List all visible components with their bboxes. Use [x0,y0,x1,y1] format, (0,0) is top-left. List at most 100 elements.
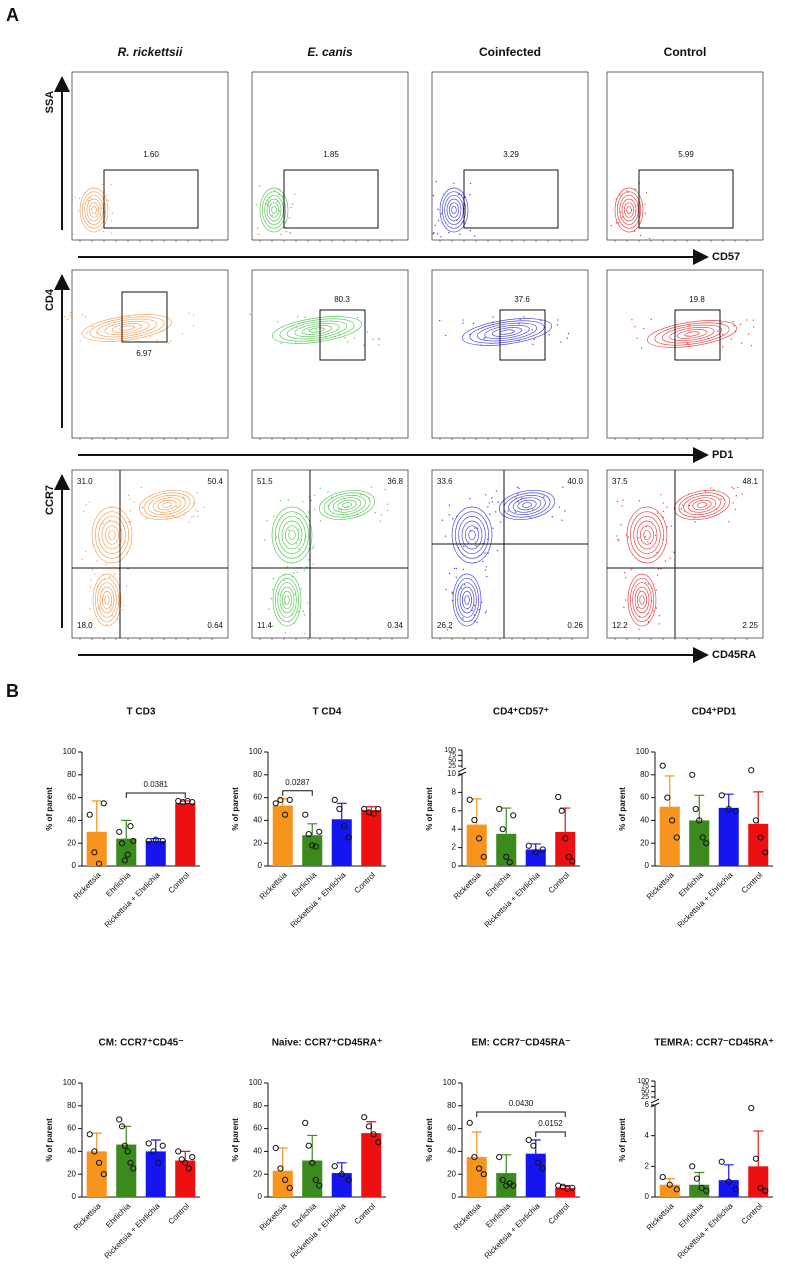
gate [283,169,379,229]
y-tick-label: 6 [645,1100,650,1109]
event-dot [87,330,89,332]
event-dot [267,204,270,207]
x-tick-label: Control [353,870,378,895]
y-axis-label: % of parent [618,787,627,831]
contour [512,497,542,513]
gate-value: 37.6 [514,295,530,304]
event-dot [293,572,295,574]
event-dot [278,194,280,196]
contour [288,529,296,541]
event-dot [473,614,476,616]
event-dot [452,518,454,520]
event-dot [145,518,147,520]
data-point [503,853,510,860]
event-dot [615,198,618,200]
x-tick-label: Control [740,870,765,895]
event-dot [109,608,111,610]
event-dot [722,333,724,336]
data-point [475,1165,483,1172]
x-tick-label: Rickettsia + Ehrlichia [289,1201,348,1260]
contour [272,316,362,344]
data-point [100,1171,107,1178]
event-dot [299,539,301,541]
contour [619,194,639,226]
bar [361,1133,382,1197]
event-dot [615,222,618,224]
event-dot [297,316,299,318]
contour [451,506,493,564]
event-dot [610,224,612,227]
event-dot [275,536,278,539]
event-dot [356,513,359,516]
contour [462,318,552,346]
data-point [316,828,323,835]
event-dot [451,599,454,602]
contour [342,502,352,508]
y-tick-label: 8 [452,788,457,797]
data-point [365,1123,373,1130]
data-point [703,1187,710,1194]
event-dot [491,501,494,503]
panel-label: A [6,5,19,25]
y-tick-label: 20 [253,1169,262,1178]
event-dot [293,622,296,624]
event-dot [276,321,279,323]
data-point [530,1142,537,1149]
error-bar [150,838,161,841]
event-dot [269,196,271,199]
data-point [370,1131,377,1138]
y-tick-label: 6 [452,806,457,815]
contour [279,586,295,614]
data-point [732,808,739,815]
event-dot [497,501,499,503]
bar [145,1151,166,1197]
contour [503,492,551,518]
event-dot [486,575,488,578]
y-tick-label: 50 [641,1089,649,1096]
event-dot [266,203,268,205]
contour [626,506,668,564]
event-dot [122,609,124,611]
contour [89,316,165,340]
chart-title: CM: CCR7⁺CD45⁻ [98,1038,183,1049]
event-dot [167,342,170,344]
event-dot [618,539,620,542]
x-tick-label: Rickettsia [645,870,676,901]
data-point [305,1142,312,1149]
event-dot [462,319,464,321]
gate [103,169,199,229]
y-axis-label: % of parent [45,787,54,831]
event-dot [108,519,111,522]
gate-value: 1.60 [143,150,159,159]
event-dot [634,188,636,190]
data-point [159,1142,166,1149]
gate-value: 51.5 [257,477,273,486]
event-dot [113,526,116,528]
y-tick-label: 60 [67,1124,76,1133]
event-dot [95,331,98,334]
gate [499,309,546,361]
event-dot [267,200,270,202]
data-point [565,853,572,860]
event-dot [472,322,475,325]
data-point [336,805,343,813]
event-dot [530,517,532,519]
event-dot [69,315,72,317]
data-point [361,1114,368,1121]
axis-label: PD1 [712,449,733,461]
plot-frame [251,71,409,241]
data-point [309,1159,316,1166]
gate-value: 48.1 [742,477,758,486]
event-dot [304,537,307,540]
contour [94,577,120,623]
event-dot [304,316,307,318]
event-dot [644,536,647,538]
contour [104,595,110,605]
error-bar [307,823,318,836]
contour [104,320,150,336]
data-point [118,1123,126,1130]
event-dot [258,185,261,187]
event-dot [520,497,523,499]
x-tick-label: Rickettsia + Ehrlichia [103,1201,162,1260]
event-dot [617,203,619,206]
